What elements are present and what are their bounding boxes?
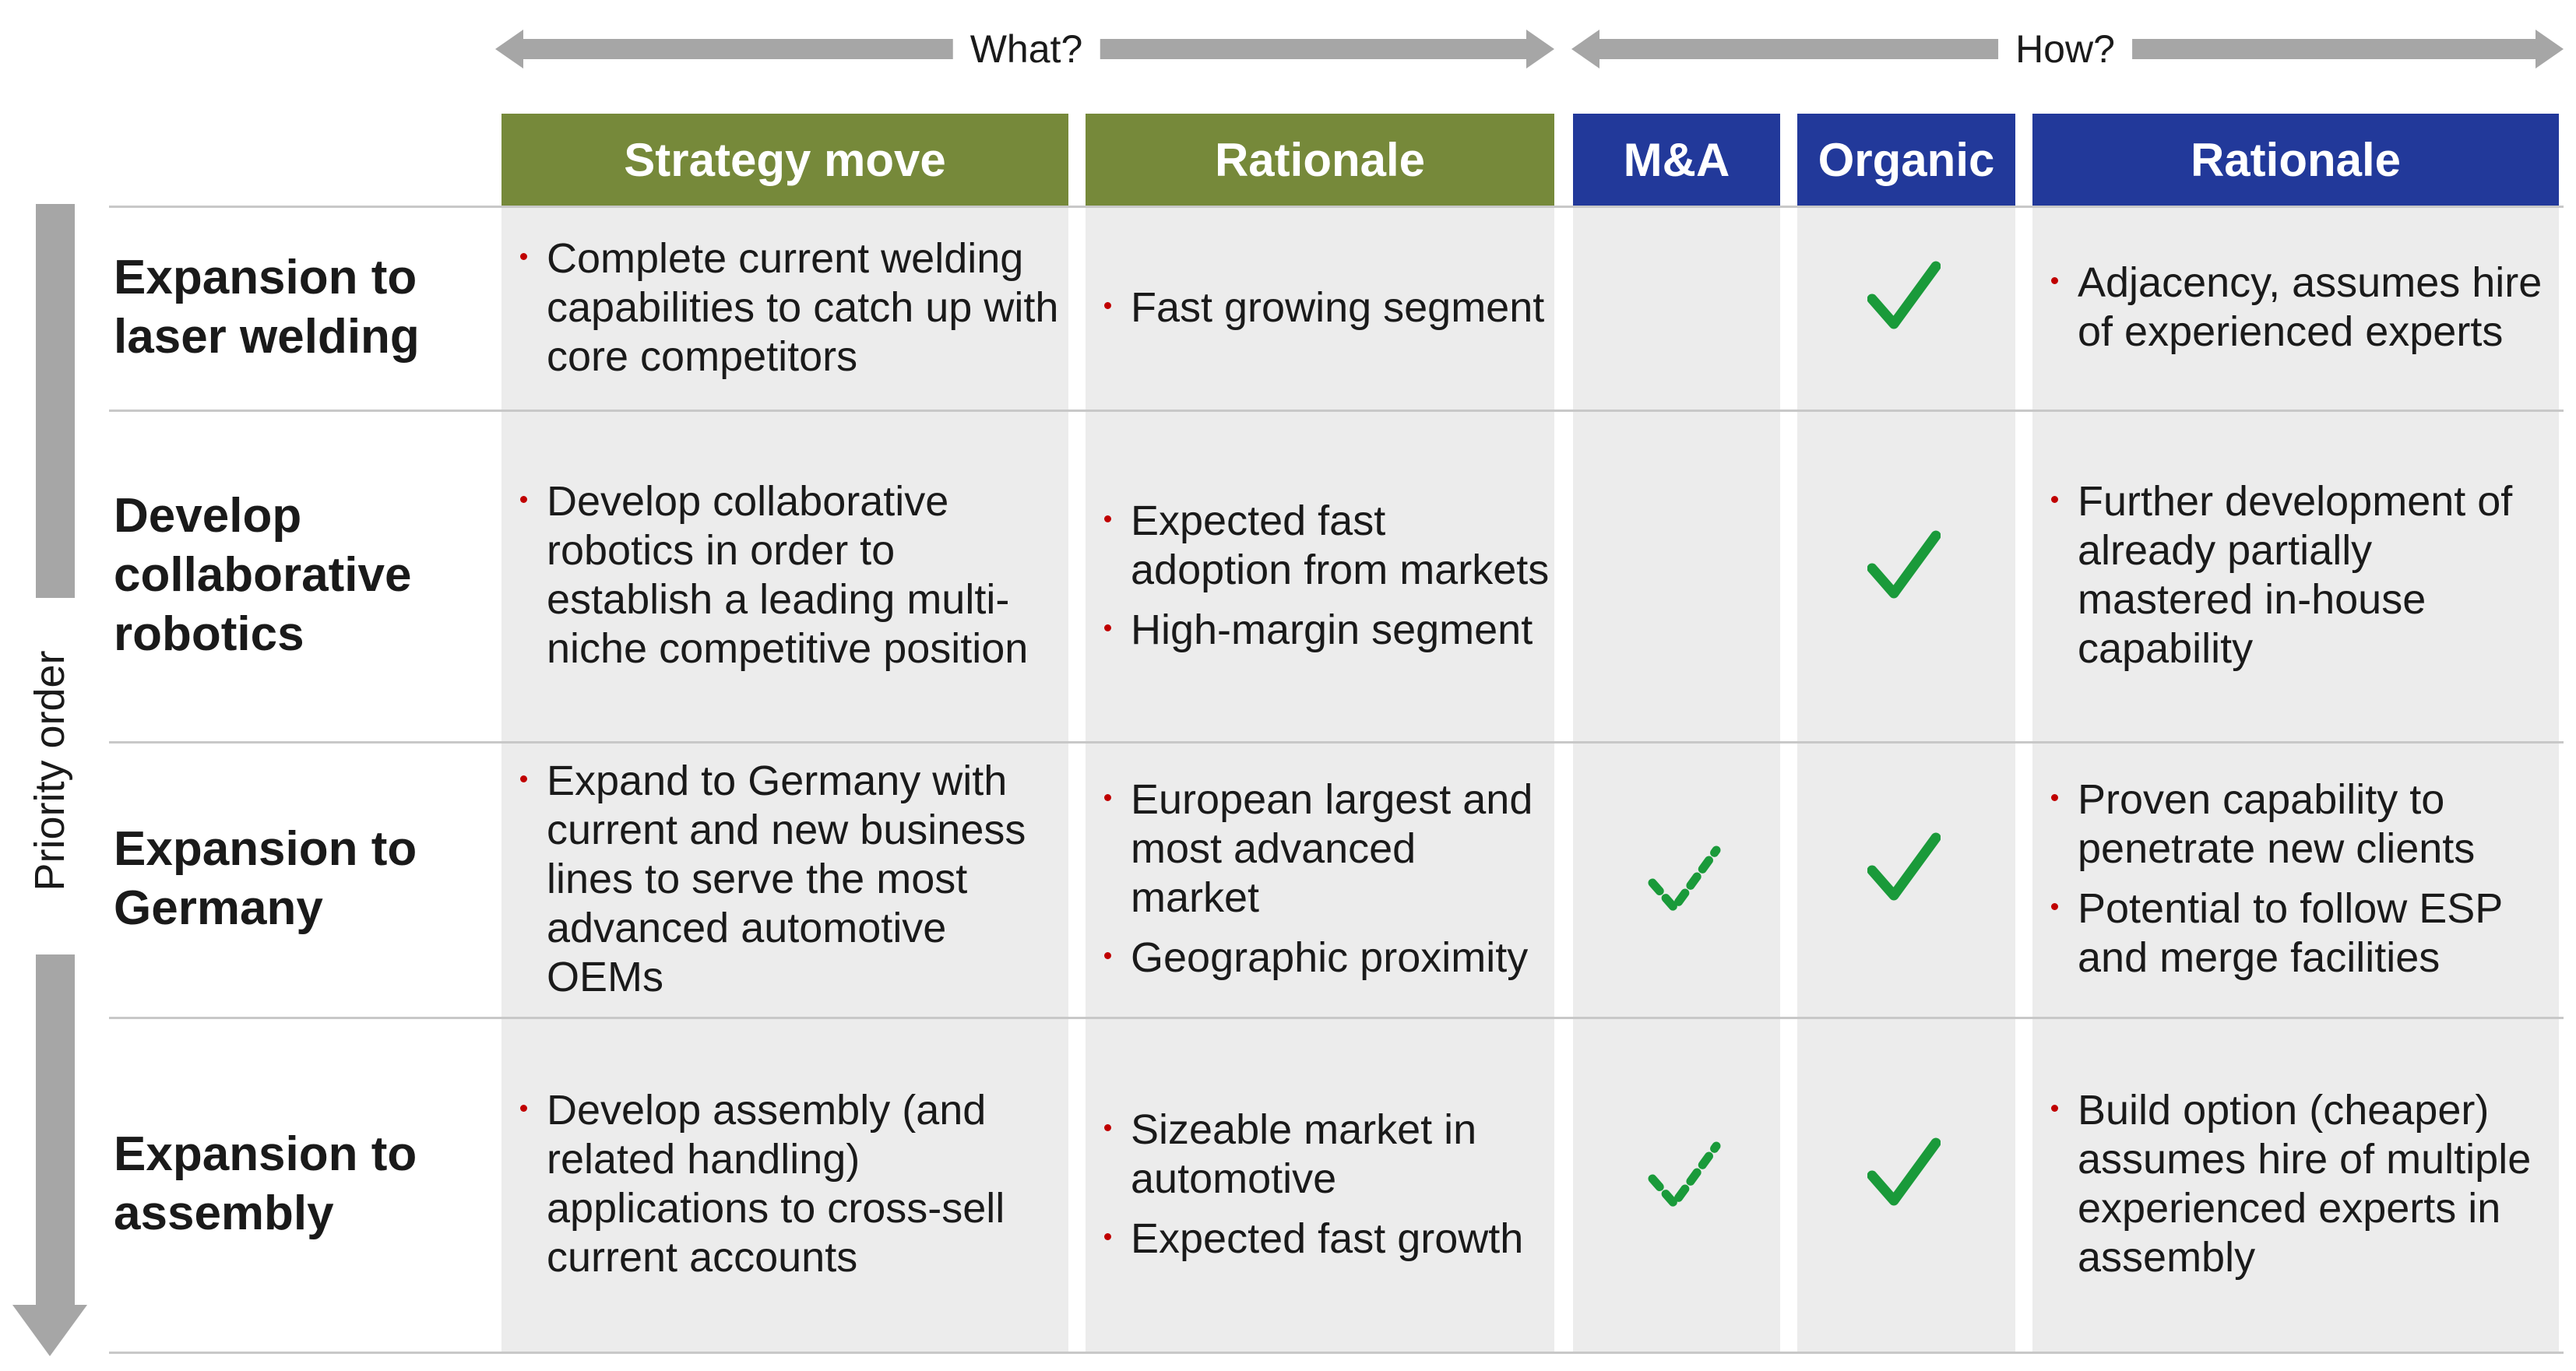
header-strategy-move: Strategy move — [501, 114, 1068, 206]
priority-order-label: Priority order — [26, 650, 73, 891]
what-arrow: What? — [495, 30, 1554, 69]
column-bg-ma — [1573, 206, 1780, 1353]
organic-check-icon — [1867, 832, 1941, 901]
bullet-text: European largest and most advanced marke… — [1090, 775, 1550, 923]
bullet-text: Complete current welding capabilities to… — [506, 234, 1064, 381]
bullet-text: Expected fast growth — [1090, 1215, 1550, 1264]
rationale-what-cell: Sizeable market in automotive Expected f… — [1090, 1017, 1550, 1352]
priority-arrow — [12, 204, 87, 1356]
bullet-text: Proven capability to penetrate new clien… — [2037, 775, 2554, 874]
rationale-how-cell: Build option (cheaper) assumes hire of m… — [2037, 1017, 2554, 1352]
row-label: Expansion to assembly — [114, 1127, 417, 1240]
organic-check-icon — [1867, 530, 1941, 599]
ma-dashed-check-icon — [1648, 845, 1721, 912]
row-separator — [109, 741, 2564, 744]
bullet-text: Sizeable market in automotive — [1090, 1106, 1550, 1204]
strategy-cell: Complete current welding capabilities to… — [506, 206, 1064, 410]
header-ma: M&A — [1573, 114, 1780, 206]
how-arrow-label: How? — [1998, 30, 2132, 69]
row-label: Expansion to laser welding — [114, 251, 420, 364]
bullet-text: Expected fast adoption from markets — [1090, 497, 1550, 595]
bullet-text: Expand to Germany with current and new b… — [506, 757, 1064, 1002]
row-separator — [109, 1352, 2564, 1354]
row-separator — [109, 1017, 2564, 1019]
column-bg-rationale-how — [2032, 206, 2559, 1353]
how-arrow: How? — [1571, 30, 2564, 69]
strategy-cell: Develop assembly (and related handling) … — [506, 1017, 1064, 1352]
bullet-text: Adjacency, assumes hire of experienced e… — [2037, 258, 2554, 357]
row-label: Expansion to Germany — [114, 822, 417, 935]
header-rationale-what: Rationale — [1086, 114, 1554, 206]
column-bg-strategy — [501, 206, 1068, 1353]
bullet-text: Develop assembly (and related handling) … — [506, 1086, 1064, 1282]
rationale-how-cell: Adjacency, assumes hire of experienced e… — [2037, 206, 2554, 410]
organic-check-icon — [1867, 1137, 1941, 1206]
rationale-what-cell: European largest and most advanced marke… — [1090, 741, 1550, 1017]
bullet-text: Potential to follow ESP and merge facili… — [2037, 884, 2554, 983]
bullet-text: Build option (cheaper) assumes hire of m… — [2037, 1086, 2554, 1282]
bullet-text: Develop collaborative robotics in order … — [506, 477, 1064, 673]
row-separator — [109, 410, 2564, 412]
bullet-text: Fast growing segment — [1090, 283, 1550, 332]
column-bg-rationale-what — [1086, 206, 1554, 1353]
bullet-text: Geographic proximity — [1090, 933, 1550, 983]
what-arrow-label: What? — [952, 30, 1100, 69]
rationale-what-cell: Fast growing segment — [1090, 206, 1550, 410]
ma-dashed-check-icon — [1648, 1141, 1721, 1208]
rationale-how-cell: Proven capability to penetrate new clien… — [2037, 741, 2554, 1017]
bullet-text: Further development of already partially… — [2037, 477, 2554, 673]
header-rationale-how: Rationale — [2032, 114, 2559, 206]
rationale-what-cell: Expected fast adoption from markets High… — [1090, 410, 1550, 741]
header-organic: Organic — [1797, 114, 2015, 206]
bullet-text: High-margin segment — [1090, 606, 1550, 655]
rationale-how-cell: Further development of already partially… — [2037, 410, 2554, 741]
strategy-cell: Develop collaborative robotics in order … — [506, 410, 1064, 741]
organic-check-icon — [1867, 261, 1941, 329]
strategy-cell: Expand to Germany with current and new b… — [506, 741, 1064, 1017]
column-bg-organic — [1797, 206, 2015, 1353]
row-separator — [109, 206, 2564, 208]
row-label: Develop collaborative robotics — [114, 489, 412, 661]
